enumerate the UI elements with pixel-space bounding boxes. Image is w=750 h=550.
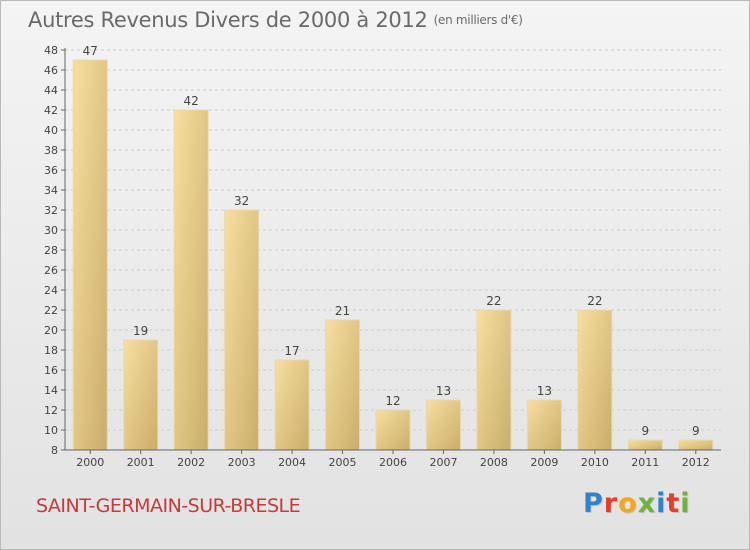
data-label: 32	[234, 194, 249, 208]
y-tick-label: 34	[44, 184, 58, 197]
y-tick-label: 16	[44, 364, 58, 377]
y-tick-label: 32	[44, 204, 58, 217]
bar	[526, 399, 562, 451]
y-tick-label: 20	[44, 324, 58, 337]
y-tick-label: 42	[44, 104, 58, 117]
bar	[627, 439, 663, 451]
bar	[678, 439, 714, 451]
y-tick-label: 30	[44, 224, 58, 237]
bar	[173, 109, 209, 451]
y-tick-label: 48	[44, 44, 58, 57]
x-tick-label: 2003	[228, 456, 256, 469]
bar	[577, 309, 613, 451]
data-label: 42	[184, 94, 199, 108]
logo-letter: P	[583, 488, 604, 519]
y-tick-label: 26	[44, 264, 58, 277]
logo-letter: i	[656, 488, 667, 519]
bar	[72, 59, 108, 451]
data-label: 19	[133, 324, 148, 338]
y-tick-label: 22	[44, 304, 58, 317]
x-tick-label: 2006	[379, 456, 407, 469]
x-tick-label: 2000	[76, 456, 104, 469]
data-label: 13	[537, 384, 552, 398]
title-text: Autres Revenus Divers de 2000 à 2012	[28, 8, 428, 32]
data-label: 9	[692, 424, 700, 438]
x-tick-label: 2008	[480, 456, 508, 469]
x-tick-label: 2005	[329, 456, 357, 469]
bar	[123, 339, 159, 451]
logo-letter: x	[637, 488, 657, 519]
data-label: 22	[587, 294, 602, 308]
logo-letter: o	[618, 488, 638, 519]
y-tick-label: 38	[44, 144, 58, 157]
y-tick-label: 12	[44, 404, 58, 417]
chart-title: Autres Revenus Divers de 2000 à 2012 (en …	[28, 8, 523, 32]
y-tick-label: 46	[44, 64, 58, 77]
logo-letter: r	[603, 488, 619, 519]
x-tick-label: 2001	[127, 456, 155, 469]
logo-letter: t	[666, 488, 681, 519]
x-tick-label: 2007	[429, 456, 457, 469]
x-tick-label: 2002	[177, 456, 205, 469]
bar	[375, 409, 411, 451]
title-unit: (en milliers d'€)	[433, 13, 523, 27]
y-tick-label: 8	[51, 444, 58, 457]
x-tick-label: 2010	[581, 456, 609, 469]
data-label: 21	[335, 304, 350, 318]
y-tick-label: 24	[44, 284, 58, 297]
y-tick-label: 18	[44, 344, 58, 357]
x-tick-label: 2012	[682, 456, 710, 469]
bar	[274, 359, 310, 451]
x-tick-label: 2009	[530, 456, 558, 469]
commune-name: SAINT-GERMAIN-SUR-BRESLE	[36, 495, 301, 517]
data-label: 17	[284, 344, 299, 358]
bar	[425, 399, 461, 451]
y-tick-label: 44	[44, 84, 58, 97]
data-label: 9	[641, 424, 649, 438]
data-label: 47	[83, 44, 98, 58]
x-tick-label: 2004	[278, 456, 306, 469]
y-tick-label: 36	[44, 164, 58, 177]
bar	[476, 309, 512, 451]
y-tick-label: 28	[44, 244, 58, 257]
proxiti-logo: Proxiti	[583, 488, 691, 519]
bar	[224, 209, 260, 451]
bar	[325, 319, 361, 451]
data-label: 13	[436, 384, 451, 398]
y-tick-label: 14	[44, 384, 58, 397]
logo-letter: i	[680, 488, 691, 519]
data-label: 22	[486, 294, 501, 308]
data-label: 12	[385, 394, 400, 408]
x-tick-label: 2011	[631, 456, 659, 469]
y-tick-label: 40	[44, 124, 58, 137]
y-tick-label: 10	[44, 424, 58, 437]
